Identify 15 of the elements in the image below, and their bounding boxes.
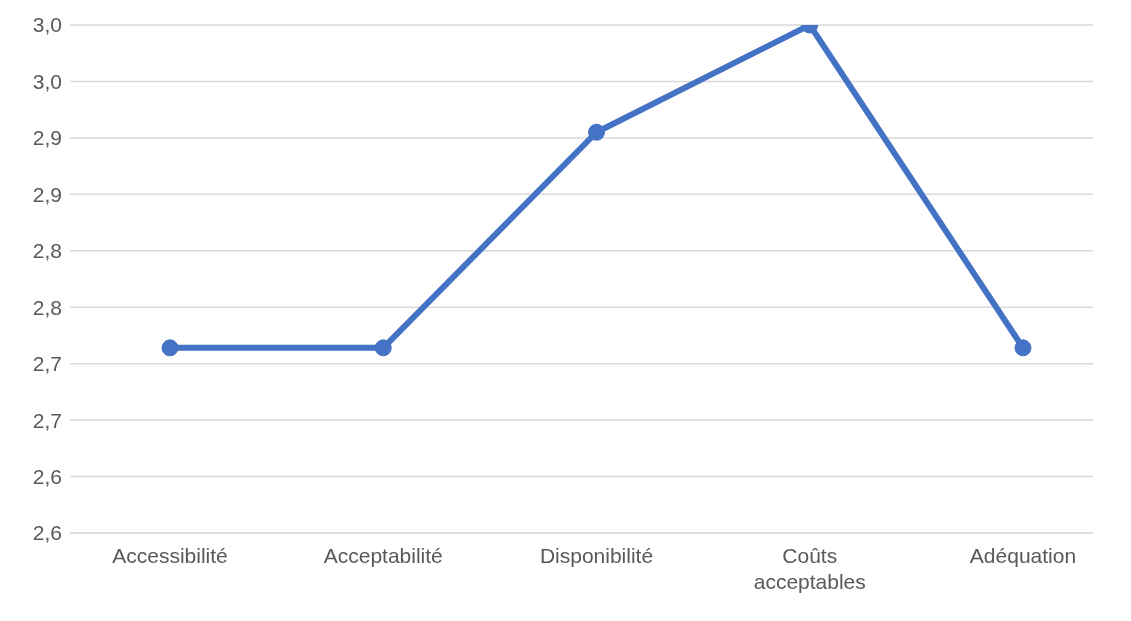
x-tick-label: Adéquation [969,544,1077,567]
x-tick-label: Accessibilité [112,544,228,567]
y-tick-label: 3,0 [32,69,62,93]
y-tick-label: 2,8 [32,239,62,263]
y-tick-label: 2,8 [32,295,62,319]
y-tick-label: 2,6 [32,521,62,545]
y-tick-label: 3,0 [32,13,62,37]
x-tick-label: Disponibilité [539,544,654,567]
x-tick-label: Coûts acceptables [753,544,866,593]
y-tick-label: 2,7 [32,352,62,376]
x-tick-label: Acceptabilité [323,544,443,567]
y-tick-label: 2,9 [32,182,62,206]
y-tick-label: 2,9 [32,126,62,150]
y-tick-label: 2,7 [32,408,62,432]
y-tick-label: 2,6 [32,465,62,489]
